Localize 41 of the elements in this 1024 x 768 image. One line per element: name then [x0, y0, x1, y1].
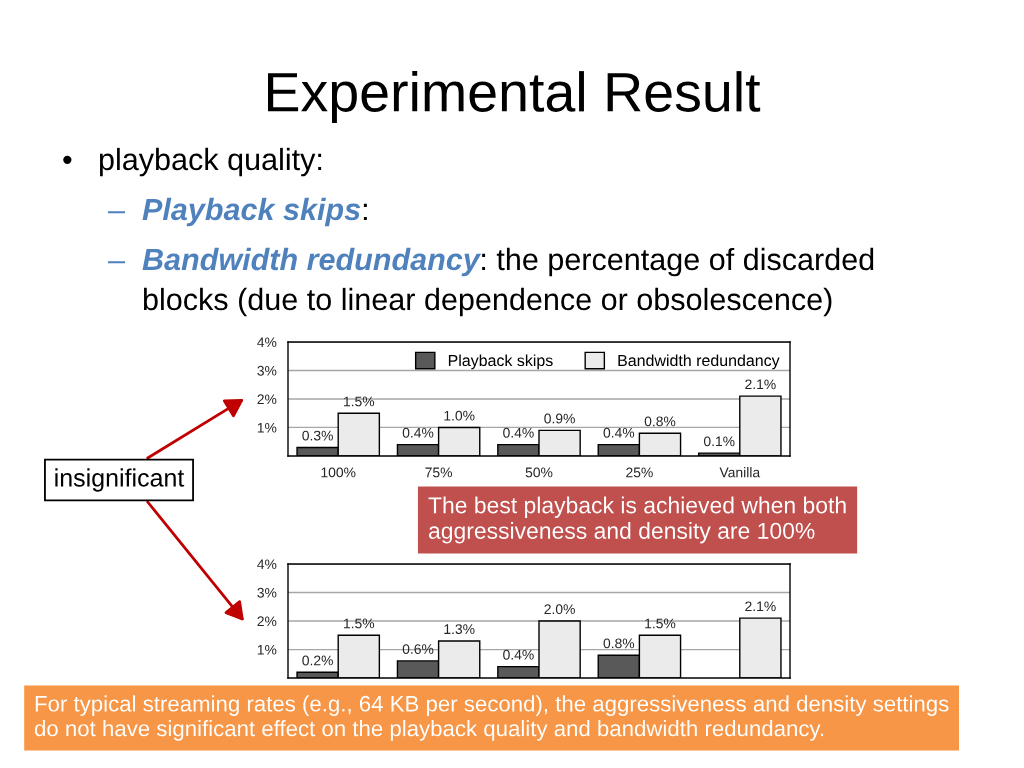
data-label: 0.4%	[503, 649, 534, 660]
data-label: 0.3%	[302, 430, 333, 441]
x-tick-label: 75%	[425, 467, 453, 478]
data-label: 0.4%	[402, 427, 434, 438]
x-tick-label: 50%	[525, 467, 553, 478]
text: The best playback is achieved when both aggressiveness and density are 100%	[428, 496, 846, 544]
data-label: 0.6%	[402, 644, 434, 654]
text: insignificant	[55, 468, 185, 492]
legend-label: Playback skips	[448, 354, 553, 370]
data-label: 1.5%	[344, 618, 375, 629]
data-label: 2.1%	[745, 379, 776, 390]
legend-label: Bandwidth redundancy	[618, 354, 780, 370]
data-label: 1.5%	[645, 618, 676, 629]
y-tick-label: 2%	[257, 616, 277, 627]
data-label: 1.5%	[344, 396, 375, 407]
chart-title: Experimental Result	[268, 71, 761, 123]
data-label: 0.4%	[603, 427, 635, 438]
y-tick-label: 1%	[257, 422, 277, 433]
data-label: 1.0%	[444, 410, 475, 421]
data-label: 0.9%	[544, 413, 575, 424]
y-tick-label: 1%	[257, 644, 277, 655]
data-label: 0.2%	[302, 655, 333, 666]
text: • playback quality:	[63, 147, 322, 177]
y-tick-label: 2%	[257, 394, 277, 405]
y-tick-label: 4%	[257, 337, 277, 348]
data-label: 0.8%	[603, 638, 635, 649]
x-tick-label: 100%	[321, 467, 356, 478]
text: – Bandwidth redundancy: the percentage of discarded blocks (due to linear dependence or obsolescence)	[108, 247, 874, 317]
text: For typical streaming rates (e.g., 64 KB per second), the aggressiveness and density settings do not have significant effect on the playback quality and bandwidth redundancy.	[34, 695, 949, 741]
y-tick-label: 4%	[257, 559, 277, 570]
data-label: 1.3%	[444, 624, 475, 635]
data-label: 2.0%	[544, 604, 575, 615]
y-tick-label: 3%	[257, 587, 277, 598]
data-label: 0.8%	[644, 416, 676, 427]
data-label: 0.4%	[503, 427, 534, 438]
text: – Playback skips:	[108, 197, 367, 227]
y-tick-label: 3%	[257, 365, 277, 376]
data-label: 0.1%	[703, 436, 735, 447]
x-tick-label: Vanilla	[719, 467, 761, 478]
x-tick-label: 25%	[626, 467, 653, 478]
data-label: 2.1%	[745, 601, 776, 612]
